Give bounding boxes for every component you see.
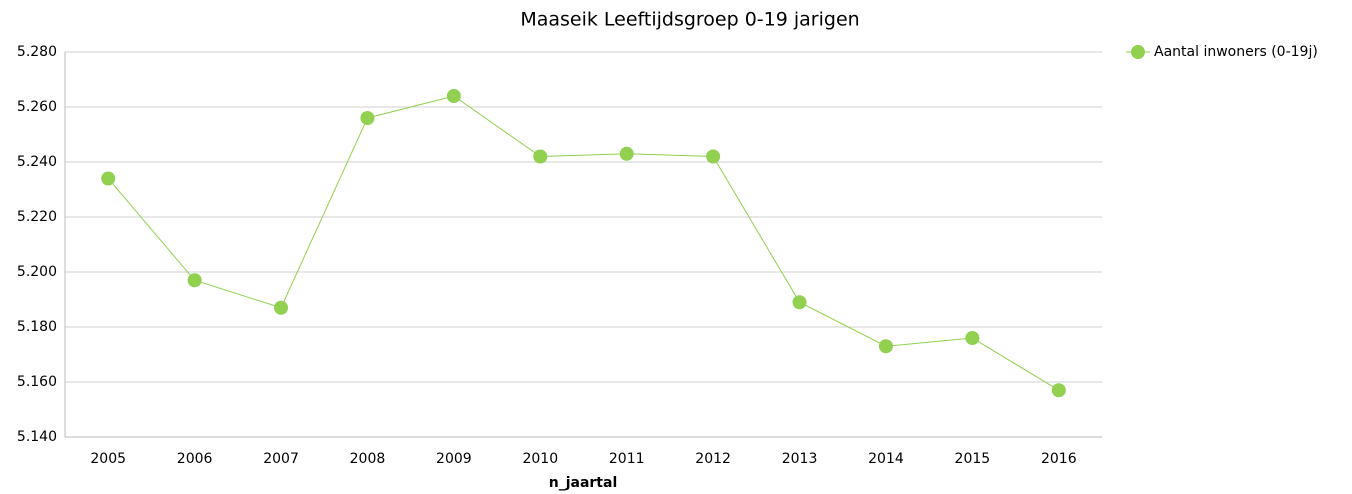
data-point (360, 111, 375, 125)
data-point (187, 273, 202, 288)
legend-label: Aantal inwoners (0-19j) (1154, 44, 1318, 60)
data-point (1051, 383, 1066, 398)
data-point (878, 339, 893, 354)
y-tick-label: 5.180 (17, 319, 57, 335)
data-point (274, 300, 289, 315)
data-point (533, 149, 548, 164)
data-point (792, 295, 807, 310)
chart-title: Maaseik Leeftijdsgroep 0-19 jarigen (520, 9, 859, 31)
y-tick-label: 5.260 (17, 99, 57, 115)
x-tick-label: 2011 (609, 451, 645, 467)
x-tick-label: 2016 (1041, 451, 1077, 467)
x-tick-label: 2012 (695, 451, 731, 467)
y-tick-label: 5.240 (17, 154, 57, 170)
data-point (619, 146, 634, 161)
legend-marker (1131, 45, 1145, 59)
x-tick-label: 2013 (782, 451, 818, 467)
x-axis-label: n_jaartal (549, 475, 618, 491)
x-tick-label: 2009 (436, 451, 472, 467)
x-tick-label: 2014 (868, 451, 904, 467)
data-point (446, 89, 461, 103)
y-tick-label: 5.140 (17, 429, 57, 445)
x-tick-label: 2005 (90, 451, 126, 467)
y-tick-label: 5.280 (17, 44, 57, 60)
x-tick-label: 2010 (522, 451, 558, 467)
x-tick-label: 2006 (177, 451, 213, 467)
x-tick-label: 2008 (350, 451, 386, 467)
data-point (965, 331, 980, 345)
y-tick-label: 5.200 (17, 264, 57, 280)
x-tick-label: 2015 (955, 451, 991, 467)
y-tick-label: 5.220 (17, 209, 57, 225)
x-tick-label: 2007 (263, 451, 299, 467)
y-tick-label: 5.160 (17, 374, 57, 390)
data-point (101, 171, 116, 186)
data-point (706, 149, 721, 164)
series-line (107, 95, 1060, 391)
